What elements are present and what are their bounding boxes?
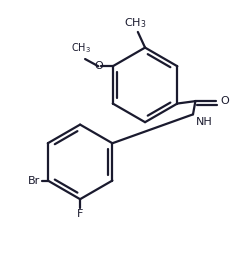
Text: O: O [220,96,229,106]
Text: O: O [94,61,103,71]
Text: CH$_3$: CH$_3$ [71,42,91,55]
Text: Br: Br [28,176,41,185]
Text: NH: NH [195,117,212,127]
Text: CH$_3$: CH$_3$ [124,16,147,29]
Text: F: F [77,209,83,219]
